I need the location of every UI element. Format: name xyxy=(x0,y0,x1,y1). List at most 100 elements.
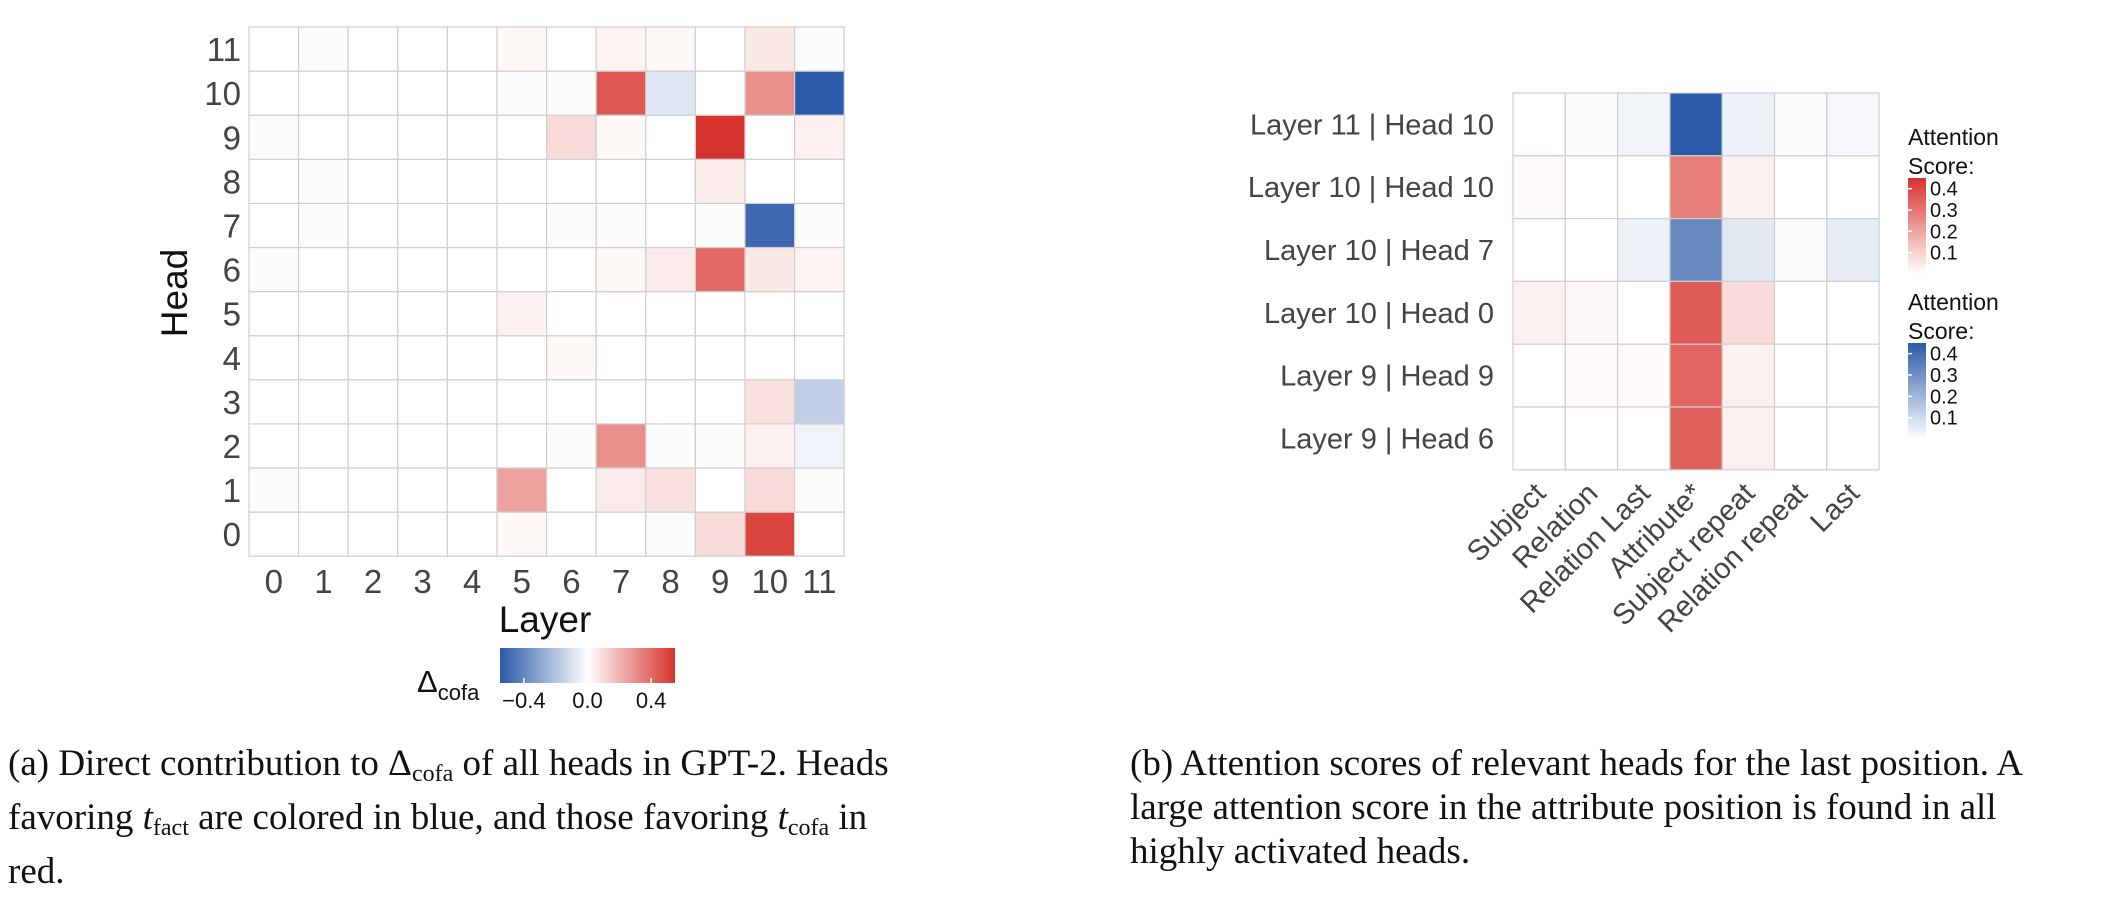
heatmap-a-cell xyxy=(397,379,448,425)
y-tick-label-b: Layer 9 | Head 6 xyxy=(1280,423,1494,455)
heatmap-a-cell xyxy=(645,114,696,160)
heatmap-a-cell xyxy=(298,423,349,469)
heatmap-a-cell xyxy=(793,423,845,469)
heatmap-a-cell xyxy=(496,511,548,557)
heatmap-a-cell xyxy=(744,202,796,249)
heatmap-a-cell xyxy=(397,114,448,160)
x-tick-label-b: Last xyxy=(1805,477,1866,538)
heatmap-b-cell xyxy=(1669,92,1723,157)
heatmap-a-cell xyxy=(595,26,647,72)
caption-a-text-5: in xyxy=(829,797,868,838)
heatmap-a-cell xyxy=(595,335,647,381)
heatmap-a-cell xyxy=(793,467,845,513)
heatmap-a-cell xyxy=(397,202,448,249)
y-tick-label: 6 xyxy=(223,252,241,289)
heatmap-a-cell xyxy=(793,114,845,160)
y-tick-label: 1 xyxy=(223,472,241,509)
heatmap-a-cell xyxy=(347,26,399,72)
y-tick-label: 2 xyxy=(223,428,241,465)
heatmap-a-cell xyxy=(694,291,746,337)
heatmap-b-cell xyxy=(1512,155,1566,220)
heatmap-a-x-ticks: 0 1 2 3 4 5 6 7 8 9 10 11 xyxy=(265,563,837,600)
heatmap-a-cell xyxy=(545,158,597,205)
heatmap-a-cell xyxy=(694,70,746,116)
heatmap-a-cell xyxy=(446,291,498,337)
y-axis-label: Head xyxy=(154,249,195,337)
heatmap-a-cell xyxy=(694,202,746,249)
colorbar-tick-label: 0.4 xyxy=(636,688,667,713)
heatmap-a-cell xyxy=(744,335,796,381)
heatmap-a-cell xyxy=(298,335,349,381)
heatmap-a-cell xyxy=(645,26,696,72)
heatmap-b-cell xyxy=(1616,92,1671,157)
legend-tick-label: 0.2 xyxy=(1930,221,1958,243)
heatmap-a-cell xyxy=(645,379,696,425)
heatmap-a-cell xyxy=(694,379,746,425)
heatmap-b-cell xyxy=(1564,406,1619,471)
heatmap-a-cell xyxy=(298,114,349,160)
heatmap-a-cell xyxy=(446,423,498,469)
y-tick-label: 7 xyxy=(223,207,241,244)
heatmap-b-cell xyxy=(1564,92,1619,157)
heatmap-a-cell xyxy=(397,70,448,116)
heatmap-a-cell xyxy=(545,423,597,469)
heatmap-b-cell xyxy=(1669,218,1723,283)
colorbar-ticks: −0.4 0.0 0.4 xyxy=(502,678,666,713)
heatmap-b-cell xyxy=(1826,92,1880,157)
heatmap-a-cell xyxy=(694,335,746,381)
y-tick-label: 10 xyxy=(204,75,241,112)
caption-a-t2: t xyxy=(777,797,788,838)
heatmap-a-cell xyxy=(397,467,448,513)
x-tick-label: 1 xyxy=(314,563,332,600)
heatmap-a-cell xyxy=(446,511,498,557)
heatmap-b-cell xyxy=(1564,155,1619,220)
heatmap-b-cell xyxy=(1512,343,1566,408)
heatmap-a-cell xyxy=(595,246,647,293)
heatmap-a-cell xyxy=(446,114,498,160)
heatmap-b-cell xyxy=(1564,280,1619,345)
y-tick-label: 0 xyxy=(223,516,241,553)
heatmap-a-cell xyxy=(545,202,597,249)
y-tick-label: 11 xyxy=(207,31,241,68)
heatmap-a-cell xyxy=(248,467,300,513)
heatmap-a-cell xyxy=(744,511,796,557)
heatmap-b-cell xyxy=(1512,406,1566,471)
heatmap-a-cell xyxy=(347,335,399,381)
legend-red-title-2: Score: xyxy=(1908,153,1974,179)
heatmap-a-cell xyxy=(793,202,845,249)
heatmap-a-cell xyxy=(545,379,597,425)
heatmap-a-cell xyxy=(347,379,399,425)
heatmap-a-cell xyxy=(694,158,746,205)
heatmap-b-cell xyxy=(1826,218,1880,283)
heatmap-a-cell xyxy=(545,335,597,381)
caption-a-text-1: Direct contribution to xyxy=(58,743,389,784)
heatmap-b-cell xyxy=(1616,218,1671,283)
heatmap-a-cell xyxy=(298,202,349,249)
heatmap-a-cell xyxy=(248,26,300,72)
caption-a-text-4: are colored in blue, and those favoring xyxy=(188,797,778,838)
heatmap-a-cell xyxy=(595,114,647,160)
caption-a: (a) Direct contribution to Δcofa of all … xyxy=(8,742,1048,894)
heatmap-a-cell xyxy=(793,158,845,205)
heatmap-a-cell xyxy=(496,70,548,116)
heatmap-a-cell xyxy=(496,379,548,425)
heatmap-b-cell xyxy=(1512,92,1566,157)
heatmap-a-cell xyxy=(397,423,448,469)
heatmap-a-cell xyxy=(645,291,696,337)
heatmap-a-cell xyxy=(446,158,498,205)
heatmap-a-cell xyxy=(545,246,597,293)
heatmap-a-cell xyxy=(595,379,647,425)
heatmap-a xyxy=(248,26,845,557)
heatmap-a-cell xyxy=(496,246,548,293)
heatmap-a-cell xyxy=(645,335,696,381)
caption-b-line-2: large attention score in the attribute p… xyxy=(1130,787,1997,828)
legend-blue-title-1: Attention xyxy=(1908,289,1999,315)
heatmap-a-cell xyxy=(694,26,746,72)
heatmap-a-cell xyxy=(397,26,448,72)
heatmap-a-cell xyxy=(347,291,399,337)
caption-b-line-1: (b) Attention scores of relevant heads f… xyxy=(1130,743,2023,784)
heatmap-a-y-ticks: 0 1 2 3 4 5 6 7 8 9 10 11 xyxy=(204,31,241,553)
heatmap-b-cell xyxy=(1616,406,1671,471)
heatmap-a-cell xyxy=(248,291,300,337)
